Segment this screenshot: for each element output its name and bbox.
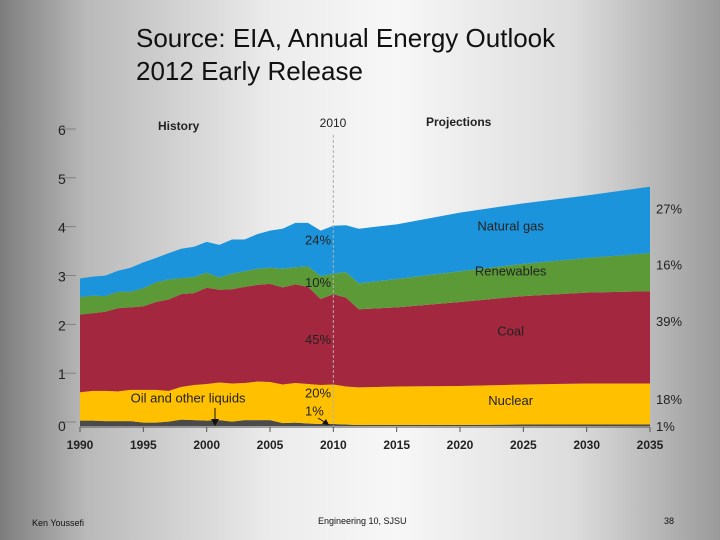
share-2035-label: 1%	[656, 419, 675, 434]
slide-title-line-2: 2012 Early Release	[136, 56, 363, 86]
y-tick-label-3: 3	[58, 269, 66, 285]
area-coal	[80, 283, 650, 393]
series-label-natural-gas: Natural gas	[477, 219, 544, 234]
series-label-oil-and-other-liquids: Oil and other liquids	[131, 391, 246, 406]
share-2035-label: 27%	[656, 202, 682, 217]
x-tick-label-1990: 1990	[67, 438, 94, 452]
share-2010-label: 24%	[305, 232, 331, 247]
oil-arrow-head	[211, 419, 219, 426]
slide-title: Source: EIA, Annual Energy Outlook 2012 …	[136, 22, 555, 88]
slide-title-line-1: Source: EIA, Annual Energy Outlook	[136, 23, 556, 53]
stacked-areas	[80, 186, 650, 426]
y-tick-label-0: 0	[58, 418, 66, 434]
footer-page-number: 38	[664, 516, 675, 526]
y-axis: 0 1 2 3 4 5 6	[58, 122, 76, 434]
share-2035-label: 16%	[656, 258, 682, 273]
y-tick-label-1: 1	[58, 366, 66, 382]
share-2010-label: 20%	[305, 386, 331, 401]
projections-label: Projections	[426, 115, 492, 129]
share-2010-label: 45%	[305, 332, 331, 347]
series-label-nuclear: Nuclear	[488, 393, 533, 408]
area-natural-gas	[80, 186, 650, 298]
x-tick-label-2035: 2035	[637, 438, 664, 452]
footer-author: Ken Youssefi	[32, 518, 85, 528]
one-percent-arrow-head	[322, 419, 329, 425]
area-nuclear	[80, 381, 650, 426]
x-tick-label-1995: 1995	[130, 438, 157, 452]
y-tick-label-5: 5	[58, 171, 66, 187]
x-tick-label-2030: 2030	[573, 438, 600, 452]
share-2035-label: 18%	[656, 392, 682, 407]
chart-labels: 24% 10% 45% 20% 1% 27% 16% 39% 18% 1% Natural gas R…	[131, 202, 683, 434]
y-tick-label-6: 6	[58, 122, 66, 138]
y-tick-label-2: 2	[58, 317, 66, 333]
y-tick-label-4: 4	[58, 220, 66, 236]
projection-divider: 2010 History Projections	[158, 115, 492, 428]
x-tick-label-2000: 2000	[193, 438, 220, 452]
x-tick-label-2010: 2010	[320, 438, 347, 452]
x-tick-label-2015: 2015	[383, 438, 410, 452]
divider-year-label: 2010	[320, 116, 347, 130]
x-tick-label-2005: 2005	[257, 438, 284, 452]
area-oil-and-other-liquids	[80, 419, 650, 426]
series-label-renewables: Renewables	[475, 264, 547, 279]
share-2035-label: 39%	[656, 314, 682, 329]
history-label: History	[158, 119, 200, 133]
x-tick-label-2020: 2020	[447, 438, 474, 452]
share-2010-label: 10%	[305, 275, 331, 290]
x-axis: 1990 1995 2000 2005 2010 2015 2020 2025 2030 2035	[67, 426, 664, 452]
x-tick-label-2025: 2025	[510, 438, 537, 452]
area-renewables	[80, 253, 650, 315]
share-2010-label: 1%	[305, 403, 324, 418]
series-label-coal: Coal	[497, 324, 524, 339]
footer-course: Engineering 10, SJSU	[318, 516, 407, 526]
